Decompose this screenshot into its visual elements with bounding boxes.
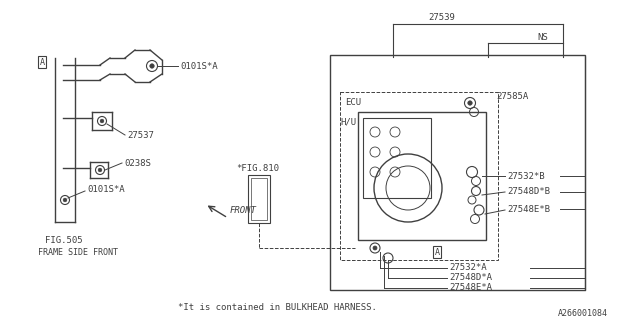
Bar	[358, 112, 486, 240]
Text: 27548D*B: 27548D*B	[507, 187, 550, 196]
Text: 27539: 27539	[428, 12, 455, 21]
Text: NS: NS	[537, 33, 548, 42]
Text: *It is contained in BULKHEAD HARNESS.: *It is contained in BULKHEAD HARNESS.	[178, 302, 377, 311]
Text: 27548E*B: 27548E*B	[507, 204, 550, 213]
Text: 27537: 27537	[127, 131, 154, 140]
Text: FIG.505: FIG.505	[45, 236, 83, 244]
Text: H/U: H/U	[340, 117, 356, 126]
Circle shape	[63, 198, 67, 202]
Circle shape	[100, 119, 104, 123]
Bar	[248, 175, 270, 223]
Text: 27532*B: 27532*B	[507, 172, 545, 180]
Text: A266001084: A266001084	[558, 309, 608, 318]
Circle shape	[150, 64, 154, 68]
Text: 27585A: 27585A	[496, 92, 528, 100]
Text: FRONT: FRONT	[230, 205, 257, 214]
Bar	[363, 118, 431, 198]
Circle shape	[468, 101, 472, 105]
Text: 0101S*A: 0101S*A	[87, 185, 125, 194]
Bar	[251, 178, 267, 220]
Circle shape	[98, 168, 102, 172]
Text: 0101S*A: 0101S*A	[180, 61, 218, 70]
Text: *FIG.810: *FIG.810	[236, 164, 279, 172]
Text: A: A	[435, 247, 440, 257]
Bar	[340, 92, 498, 260]
Text: ECU: ECU	[345, 98, 361, 107]
Text: 27548E*A: 27548E*A	[449, 284, 492, 292]
Text: 27548D*A: 27548D*A	[449, 274, 492, 283]
Text: FRAME SIDE FRONT: FRAME SIDE FRONT	[38, 247, 118, 257]
Bar	[330, 55, 585, 290]
Circle shape	[373, 246, 377, 250]
Text: 0238S: 0238S	[124, 158, 151, 167]
Text: 27532*A: 27532*A	[449, 263, 486, 273]
Text: A: A	[40, 58, 45, 67]
